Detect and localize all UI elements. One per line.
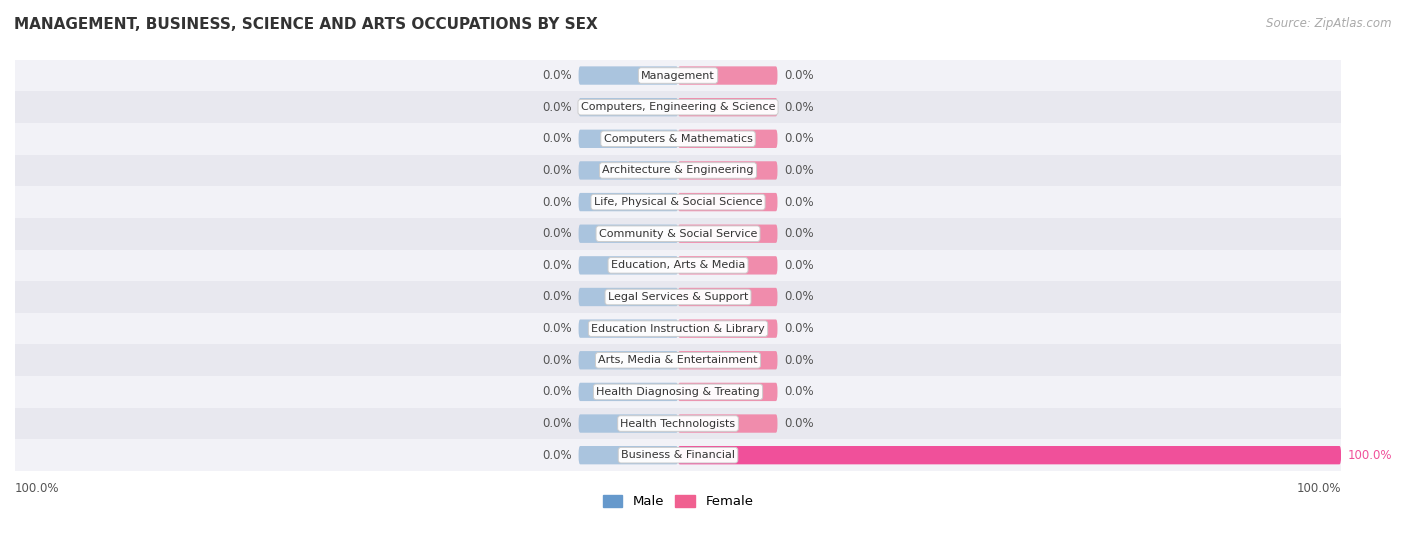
Legend: Male, Female: Male, Female [598,490,759,514]
Text: 0.0%: 0.0% [785,354,814,367]
FancyBboxPatch shape [579,319,678,338]
FancyBboxPatch shape [15,186,1341,218]
Text: 0.0%: 0.0% [785,69,814,82]
FancyBboxPatch shape [15,439,1341,471]
FancyBboxPatch shape [15,60,1341,91]
Text: Computers & Mathematics: Computers & Mathematics [603,134,752,144]
Text: Source: ZipAtlas.com: Source: ZipAtlas.com [1267,17,1392,30]
FancyBboxPatch shape [579,288,678,306]
FancyBboxPatch shape [15,281,1341,313]
Text: Arts, Media & Entertainment: Arts, Media & Entertainment [599,356,758,365]
Text: 0.0%: 0.0% [785,132,814,145]
FancyBboxPatch shape [579,225,678,243]
Text: MANAGEMENT, BUSINESS, SCIENCE AND ARTS OCCUPATIONS BY SEX: MANAGEMENT, BUSINESS, SCIENCE AND ARTS O… [14,17,598,32]
FancyBboxPatch shape [678,162,778,179]
Text: 0.0%: 0.0% [543,69,572,82]
FancyBboxPatch shape [579,130,678,148]
Text: Education Instruction & Library: Education Instruction & Library [591,324,765,334]
Text: 0.0%: 0.0% [543,227,572,240]
Text: Health Technologists: Health Technologists [620,419,735,429]
Text: Computers, Engineering & Science: Computers, Engineering & Science [581,102,775,112]
Text: 0.0%: 0.0% [543,101,572,113]
FancyBboxPatch shape [579,383,678,401]
FancyBboxPatch shape [678,351,778,369]
Text: 0.0%: 0.0% [543,385,572,399]
FancyBboxPatch shape [678,256,778,274]
FancyBboxPatch shape [678,225,778,243]
FancyBboxPatch shape [579,193,678,211]
Text: 0.0%: 0.0% [543,196,572,209]
Text: 0.0%: 0.0% [785,291,814,304]
FancyBboxPatch shape [15,313,1341,344]
Text: Business & Financial: Business & Financial [621,450,735,460]
FancyBboxPatch shape [15,123,1341,155]
FancyBboxPatch shape [678,446,1341,465]
Text: 0.0%: 0.0% [785,101,814,113]
Text: 0.0%: 0.0% [543,132,572,145]
Text: 0.0%: 0.0% [543,354,572,367]
FancyBboxPatch shape [579,446,678,465]
FancyBboxPatch shape [579,67,678,85]
Text: 100.0%: 100.0% [1296,482,1341,495]
FancyBboxPatch shape [678,319,778,338]
FancyBboxPatch shape [678,414,778,433]
FancyBboxPatch shape [678,67,778,85]
FancyBboxPatch shape [678,288,778,306]
FancyBboxPatch shape [579,351,678,369]
FancyBboxPatch shape [15,218,1341,249]
FancyBboxPatch shape [678,98,778,116]
Text: 0.0%: 0.0% [543,417,572,430]
Text: 0.0%: 0.0% [785,259,814,272]
Text: 0.0%: 0.0% [543,259,572,272]
Text: Health Diagnosing & Treating: Health Diagnosing & Treating [596,387,759,397]
FancyBboxPatch shape [15,408,1341,439]
FancyBboxPatch shape [579,414,678,433]
FancyBboxPatch shape [579,162,678,179]
Text: 0.0%: 0.0% [785,196,814,209]
Text: Architecture & Engineering: Architecture & Engineering [602,165,754,176]
FancyBboxPatch shape [15,249,1341,281]
FancyBboxPatch shape [15,344,1341,376]
FancyBboxPatch shape [15,376,1341,408]
Text: Education, Arts & Media: Education, Arts & Media [610,260,745,271]
Text: 0.0%: 0.0% [785,417,814,430]
Text: 0.0%: 0.0% [543,449,572,462]
FancyBboxPatch shape [678,383,778,401]
Text: 0.0%: 0.0% [785,322,814,335]
Text: 100.0%: 100.0% [15,482,59,495]
FancyBboxPatch shape [15,155,1341,186]
Text: 0.0%: 0.0% [785,385,814,399]
FancyBboxPatch shape [579,256,678,274]
FancyBboxPatch shape [15,91,1341,123]
FancyBboxPatch shape [678,130,778,148]
FancyBboxPatch shape [678,193,778,211]
Text: 0.0%: 0.0% [543,164,572,177]
Text: 0.0%: 0.0% [785,227,814,240]
Text: 0.0%: 0.0% [785,164,814,177]
Text: Community & Social Service: Community & Social Service [599,229,758,239]
Text: 0.0%: 0.0% [543,291,572,304]
Text: 0.0%: 0.0% [543,322,572,335]
Text: Management: Management [641,70,714,80]
Text: Life, Physical & Social Science: Life, Physical & Social Science [593,197,762,207]
FancyBboxPatch shape [579,98,678,116]
Text: Legal Services & Support: Legal Services & Support [607,292,748,302]
Text: 100.0%: 100.0% [1348,449,1392,462]
